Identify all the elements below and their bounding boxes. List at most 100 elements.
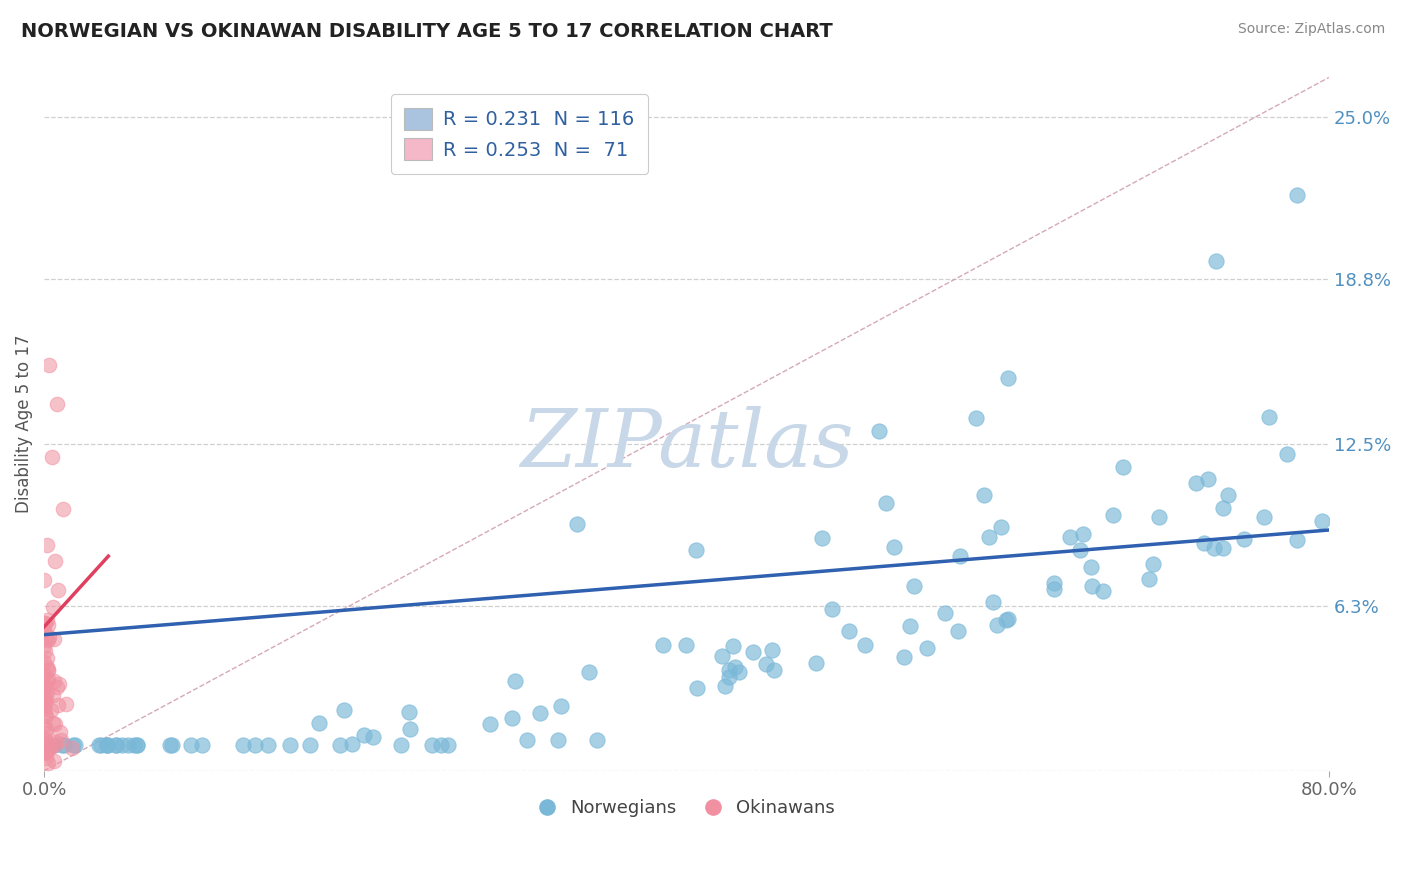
Point xyxy=(714,679,737,693)
Point xyxy=(811,531,834,545)
Point xyxy=(232,738,254,752)
Point xyxy=(721,640,744,654)
Point xyxy=(1216,488,1239,502)
Point xyxy=(34,707,56,722)
Point xyxy=(37,632,59,647)
Point xyxy=(44,554,66,568)
Point xyxy=(1102,508,1125,523)
Point xyxy=(1275,447,1298,461)
Point xyxy=(96,738,118,752)
Point xyxy=(917,640,939,655)
Point xyxy=(42,754,65,768)
Point xyxy=(46,698,69,713)
Text: Source: ZipAtlas.com: Source: ZipAtlas.com xyxy=(1237,22,1385,37)
Point xyxy=(34,643,56,657)
Point xyxy=(686,681,709,695)
Point xyxy=(34,731,56,746)
Point xyxy=(38,630,60,644)
Point xyxy=(1204,541,1226,555)
Point xyxy=(1043,582,1066,596)
Point xyxy=(117,738,139,752)
Point xyxy=(32,718,55,732)
Point xyxy=(32,692,55,706)
Point xyxy=(159,738,181,752)
Point xyxy=(34,615,56,630)
Point xyxy=(32,680,55,694)
Point xyxy=(32,701,55,715)
Point xyxy=(973,488,995,502)
Point xyxy=(479,717,502,731)
Point xyxy=(34,615,56,630)
Point xyxy=(652,638,675,652)
Point xyxy=(1059,530,1081,544)
Point xyxy=(501,711,523,725)
Point xyxy=(35,673,58,688)
Point xyxy=(761,642,783,657)
Point xyxy=(332,703,354,717)
Point xyxy=(96,738,118,752)
Point xyxy=(1212,501,1234,516)
Point xyxy=(585,733,607,747)
Point xyxy=(44,738,66,752)
Point xyxy=(804,656,827,670)
Point xyxy=(42,688,65,702)
Point xyxy=(35,708,58,723)
Point xyxy=(37,684,59,698)
Point xyxy=(742,645,765,659)
Point xyxy=(34,681,56,696)
Point xyxy=(1147,509,1170,524)
Point xyxy=(96,738,118,752)
Point xyxy=(997,612,1019,626)
Point xyxy=(38,358,60,372)
Point xyxy=(361,731,384,745)
Text: ZIPatlas: ZIPatlas xyxy=(520,406,853,483)
Point xyxy=(875,496,897,510)
Point xyxy=(34,694,56,708)
Y-axis label: Disability Age 5 to 17: Disability Age 5 to 17 xyxy=(15,334,32,513)
Point xyxy=(1286,533,1309,548)
Point xyxy=(87,738,110,752)
Point xyxy=(1092,583,1115,598)
Point xyxy=(675,639,697,653)
Point xyxy=(986,618,1008,632)
Point xyxy=(32,667,55,681)
Point xyxy=(46,583,69,598)
Point xyxy=(48,677,70,691)
Point xyxy=(122,738,145,752)
Point xyxy=(1071,526,1094,541)
Point xyxy=(37,664,59,678)
Point xyxy=(429,738,451,752)
Point xyxy=(34,722,56,736)
Point xyxy=(724,660,747,674)
Point xyxy=(32,624,55,638)
Point xyxy=(34,677,56,691)
Point xyxy=(34,751,56,765)
Point xyxy=(1197,472,1219,486)
Point xyxy=(191,738,214,752)
Point xyxy=(37,756,59,770)
Point xyxy=(728,665,751,680)
Point xyxy=(868,424,890,438)
Point xyxy=(35,736,58,750)
Point xyxy=(35,538,58,552)
Point xyxy=(550,698,572,713)
Point xyxy=(105,738,128,752)
Point xyxy=(398,722,420,736)
Point xyxy=(34,745,56,759)
Point xyxy=(125,738,148,752)
Point xyxy=(278,738,301,752)
Point xyxy=(180,738,202,752)
Point xyxy=(516,732,538,747)
Point xyxy=(838,624,860,639)
Point xyxy=(52,738,75,752)
Point xyxy=(37,663,59,677)
Point xyxy=(34,746,56,760)
Point xyxy=(1142,557,1164,571)
Point xyxy=(42,632,65,647)
Point xyxy=(37,672,59,686)
Point xyxy=(55,697,77,711)
Point xyxy=(49,724,72,739)
Point xyxy=(42,715,65,730)
Point xyxy=(34,737,56,751)
Point xyxy=(903,579,925,593)
